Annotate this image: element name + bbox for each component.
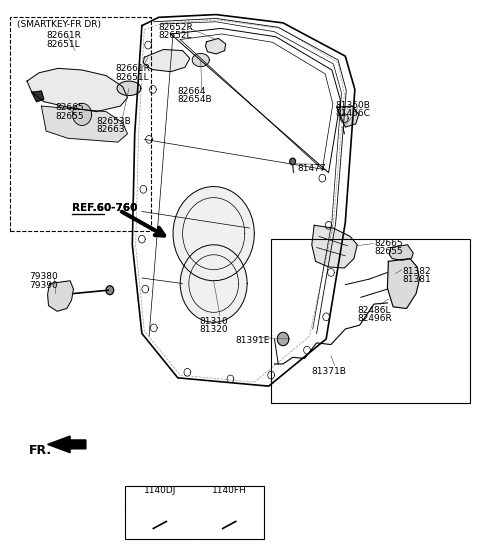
Text: 82655: 82655 [56, 112, 84, 121]
Polygon shape [72, 103, 92, 126]
Text: 82664: 82664 [178, 87, 206, 96]
Text: 82661R: 82661R [116, 64, 150, 73]
Text: 81456C: 81456C [336, 109, 371, 118]
Text: 81382: 81382 [403, 267, 432, 276]
Text: 82665: 82665 [56, 103, 84, 112]
Text: 82651L: 82651L [46, 39, 80, 48]
Text: REF.60-760: REF.60-760 [72, 203, 137, 213]
Text: REF.60-760: REF.60-760 [72, 203, 137, 213]
Bar [125, 486, 264, 539]
Polygon shape [117, 81, 141, 96]
Text: 81320: 81320 [199, 325, 228, 334]
Polygon shape [387, 259, 420, 309]
Text: 81310: 81310 [199, 317, 228, 326]
Polygon shape [173, 186, 254, 281]
Polygon shape [41, 106, 128, 142]
Text: 82663: 82663 [96, 126, 125, 135]
Text: 82654B: 82654B [178, 95, 213, 104]
Polygon shape [389, 245, 413, 260]
Text: 82486L: 82486L [357, 306, 391, 315]
Polygon shape [192, 53, 209, 67]
Polygon shape [336, 106, 359, 127]
Text: 81371B: 81371B [312, 367, 347, 376]
Polygon shape [144, 49, 190, 72]
Text: 1140DJ: 1140DJ [144, 486, 176, 495]
Polygon shape [27, 68, 128, 112]
Text: 79390: 79390 [29, 281, 58, 290]
Polygon shape [48, 281, 73, 311]
Text: 1140FH: 1140FH [212, 486, 247, 495]
Polygon shape [290, 158, 296, 165]
Text: 81391E: 81391E [235, 336, 270, 345]
Text: 82496R: 82496R [357, 314, 392, 323]
Text: (SMARTKEY-FR DR): (SMARTKEY-FR DR) [17, 20, 101, 29]
Polygon shape [32, 91, 44, 102]
Text: 82655: 82655 [374, 247, 403, 256]
Text: 79380: 79380 [29, 272, 58, 281]
Polygon shape [277, 332, 289, 346]
Text: 82652R: 82652R [158, 23, 193, 32]
Text: 81350B: 81350B [336, 101, 371, 110]
Text: 81477: 81477 [298, 165, 326, 173]
Text: 82653B: 82653B [96, 117, 131, 126]
Polygon shape [106, 286, 114, 295]
Text: 82651L: 82651L [116, 73, 149, 82]
Bar [10, 17, 152, 231]
Polygon shape [180, 245, 247, 322]
Polygon shape [205, 38, 226, 54]
Text: 82665: 82665 [374, 239, 403, 248]
Text: 82661R: 82661R [46, 31, 81, 40]
Polygon shape [312, 225, 357, 268]
Polygon shape [48, 436, 86, 453]
Text: FR.: FR. [28, 444, 51, 458]
Bar [271, 239, 470, 403]
Text: 81381: 81381 [403, 275, 432, 284]
Text: 82652L: 82652L [158, 31, 192, 40]
